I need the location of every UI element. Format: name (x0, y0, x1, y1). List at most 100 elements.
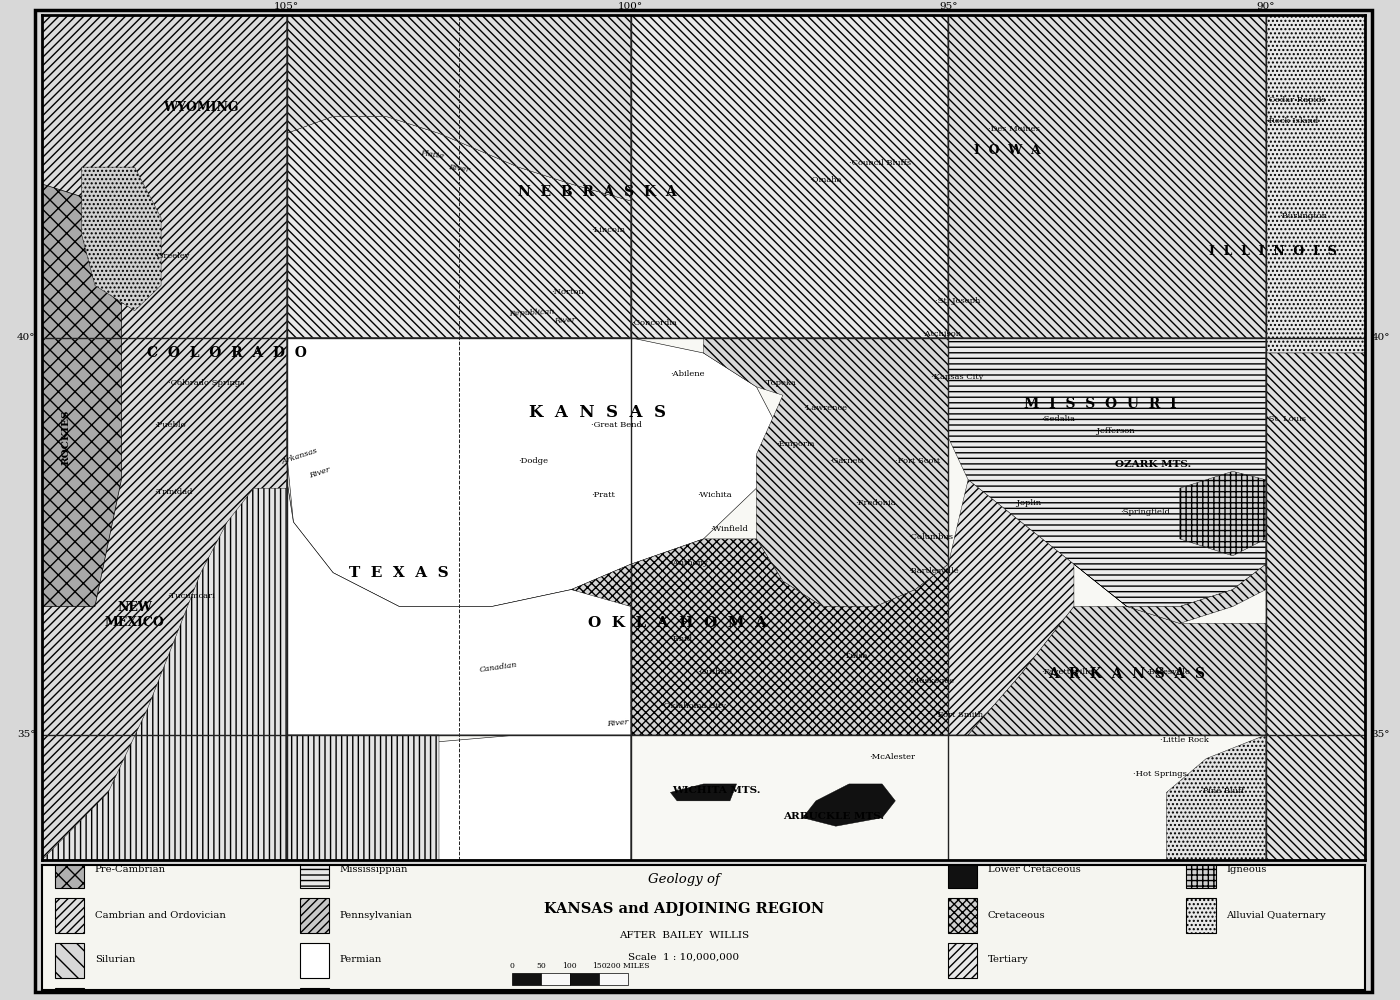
Polygon shape (42, 488, 287, 860)
Text: ·Pueblo: ·Pueblo (154, 421, 186, 429)
Text: 105°: 105° (274, 2, 300, 11)
Text: Permian: Permian (340, 956, 382, 964)
Bar (1186, 852, 1215, 888)
Polygon shape (287, 735, 440, 860)
Text: NEW
MEXICO: NEW MEXICO (105, 601, 164, 629)
Text: Cambrian and Ordovician: Cambrian and Ordovician (95, 910, 225, 920)
Text: ·Lincoln: ·Lincoln (591, 226, 624, 234)
Text: ·Atchison: ·Atchison (921, 330, 960, 338)
Bar (599, 972, 629, 985)
Bar (300, 852, 329, 888)
Text: River: River (308, 466, 332, 480)
Text: 200 MILES: 200 MILES (606, 962, 650, 970)
Text: Alluvial Quaternary: Alluvial Quaternary (1226, 910, 1326, 920)
Text: Cretaceous: Cretaceous (988, 910, 1046, 920)
Text: ROCKIES: ROCKIES (62, 410, 70, 465)
Text: 95°: 95° (939, 864, 958, 873)
Text: 100: 100 (563, 962, 577, 970)
Text: 100°: 100° (619, 864, 643, 873)
Bar (948, 898, 977, 932)
Text: ·Abilene: ·Abilene (671, 370, 706, 378)
Text: ·Muskogee: ·Muskogee (909, 677, 955, 685)
Text: ·Kansas City: ·Kansas City (931, 373, 983, 381)
Text: ARBUCKLE MTS.: ARBUCKLE MTS. (783, 812, 883, 821)
Text: 40°: 40° (1372, 333, 1390, 342)
Polygon shape (42, 15, 287, 860)
Polygon shape (1166, 735, 1266, 860)
Text: Scale  1 : 10,000,000: Scale 1 : 10,000,000 (629, 953, 739, 962)
Polygon shape (287, 480, 631, 735)
Text: ·Norton: ·Norton (552, 288, 584, 296)
Text: ·Garnett: ·Garnett (829, 457, 864, 465)
Text: 0: 0 (510, 962, 514, 970)
Polygon shape (802, 784, 896, 826)
Text: River: River (553, 316, 575, 325)
Text: Silurian: Silurian (95, 956, 136, 964)
Text: ·Little Rock: ·Little Rock (1161, 736, 1208, 744)
Bar (511, 972, 540, 985)
Polygon shape (287, 480, 862, 735)
Text: ·Guthrie: ·Guthrie (697, 668, 732, 676)
Text: Platte: Platte (420, 149, 445, 160)
Text: I  O  W  A: I O W A (974, 144, 1042, 157)
Text: WYOMING: WYOMING (162, 101, 238, 114)
Polygon shape (287, 733, 631, 860)
Text: ·St. Louis: ·St. Louis (1266, 415, 1306, 423)
Text: C  O  L  O  R  A  D  O: C O L O R A D O (147, 346, 307, 360)
Text: ·Concordia: ·Concordia (631, 319, 676, 327)
Text: 100°: 100° (619, 2, 643, 11)
Polygon shape (703, 338, 948, 606)
Polygon shape (42, 184, 122, 606)
Text: ·Anthony: ·Anthony (671, 559, 708, 567)
Text: Igneous: Igneous (1226, 865, 1267, 874)
Text: AFTER  BAILEY  WILLIS: AFTER BAILEY WILLIS (619, 930, 749, 940)
Text: ·Fredonia: ·Fredonia (855, 499, 896, 507)
Text: Pennsylvanian: Pennsylvanian (340, 910, 413, 920)
Text: OZARK MTS.: OZARK MTS. (1116, 460, 1191, 469)
Text: ·Topeka: ·Topeka (763, 379, 797, 387)
Bar (540, 972, 570, 985)
Bar (55, 942, 84, 978)
Text: ·Emporia: ·Emporia (776, 440, 815, 448)
Text: 95°: 95° (939, 2, 958, 11)
Text: ·Tucumcari: ·Tucumcari (168, 592, 216, 600)
Bar (300, 942, 329, 978)
Text: ·Batesville: ·Batesville (1147, 668, 1190, 676)
Text: ·Trinidad: ·Trinidad (154, 488, 193, 496)
Text: River: River (448, 163, 470, 174)
Bar (570, 972, 599, 985)
Polygon shape (967, 606, 1266, 735)
Text: ·Colorado Springs: ·Colorado Springs (168, 379, 244, 387)
Text: 35°: 35° (17, 730, 35, 739)
Text: A  R  K  A  N  S  A  S: A R K A N S A S (1049, 667, 1205, 681)
Text: 90°: 90° (1257, 2, 1275, 11)
Text: 90°: 90° (1257, 864, 1275, 873)
Text: Tertiary: Tertiary (988, 956, 1029, 964)
Text: ·Columbus: ·Columbus (909, 533, 953, 541)
Bar (1186, 898, 1215, 932)
Polygon shape (948, 338, 1266, 606)
Polygon shape (1266, 353, 1365, 860)
Polygon shape (671, 784, 736, 801)
Polygon shape (631, 15, 948, 338)
Text: ·Jefferson: ·Jefferson (1093, 427, 1134, 435)
Text: ·Greeley: ·Greeley (154, 252, 190, 260)
Text: ·Springfield: ·Springfield (1120, 508, 1170, 516)
Text: 150: 150 (592, 962, 606, 970)
Text: M  I  S  S  O  U  R  I: M I S S O U R I (1023, 397, 1177, 411)
Text: ·Winfield: ·Winfield (710, 525, 748, 533)
Text: 40°: 40° (17, 333, 35, 342)
Polygon shape (287, 338, 783, 606)
Text: Lower Cretaceous: Lower Cretaceous (988, 865, 1081, 874)
Text: ·Tulsa: ·Tulsa (843, 652, 868, 660)
Text: WICHITA MTS.: WICHITA MTS. (672, 786, 762, 795)
Text: ·Wichita: ·Wichita (697, 491, 732, 499)
Polygon shape (948, 15, 1266, 338)
Text: ·Fayetteville: ·Fayetteville (1040, 668, 1092, 676)
Text: ·Oklahoma City: ·Oklahoma City (661, 702, 727, 710)
Text: ·Cedar Rapids: ·Cedar Rapids (1266, 96, 1326, 104)
Polygon shape (1266, 15, 1365, 353)
Text: N  E  B  R  A  S  K  A: N E B R A S K A (518, 185, 678, 199)
Text: River: River (606, 718, 629, 728)
Text: ·Pratt: ·Pratt (591, 491, 615, 499)
